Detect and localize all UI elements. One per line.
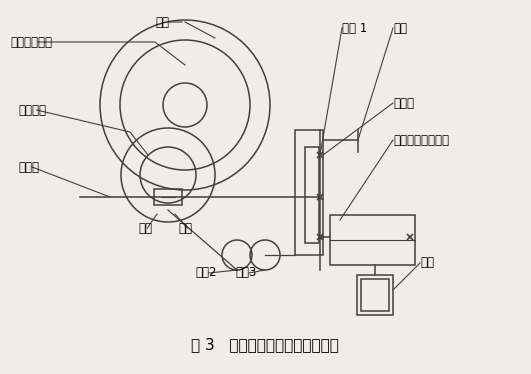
Text: 织轴边盘齿轮: 织轴边盘齿轮 xyxy=(10,36,52,49)
Text: 齿轮 1: 齿轮 1 xyxy=(342,21,367,34)
Text: 手轮: 手轮 xyxy=(393,21,407,34)
Text: 电机: 电机 xyxy=(420,257,434,270)
Text: 蜗轮: 蜗轮 xyxy=(138,221,152,234)
Bar xyxy=(357,275,393,315)
Text: 送经齿轮: 送经齿轮 xyxy=(18,104,46,116)
Bar xyxy=(154,189,182,205)
Text: 制动器: 制动器 xyxy=(393,96,414,110)
Text: 织轴: 织轴 xyxy=(155,15,169,28)
Text: 齿轮2: 齿轮2 xyxy=(195,267,217,279)
Bar xyxy=(330,215,415,265)
Text: 传动轴: 传动轴 xyxy=(18,160,39,174)
Text: 蜗轮、蜗杆减速器: 蜗轮、蜗杆减速器 xyxy=(393,134,449,147)
Text: 蜗杆: 蜗杆 xyxy=(178,221,192,234)
Bar xyxy=(295,130,323,255)
Bar xyxy=(305,147,319,243)
Text: 齿轮3: 齿轮3 xyxy=(235,267,256,279)
Bar xyxy=(361,279,389,311)
Text: 图 3   改进后的电子送经机构简图: 图 3 改进后的电子送经机构简图 xyxy=(191,337,339,353)
